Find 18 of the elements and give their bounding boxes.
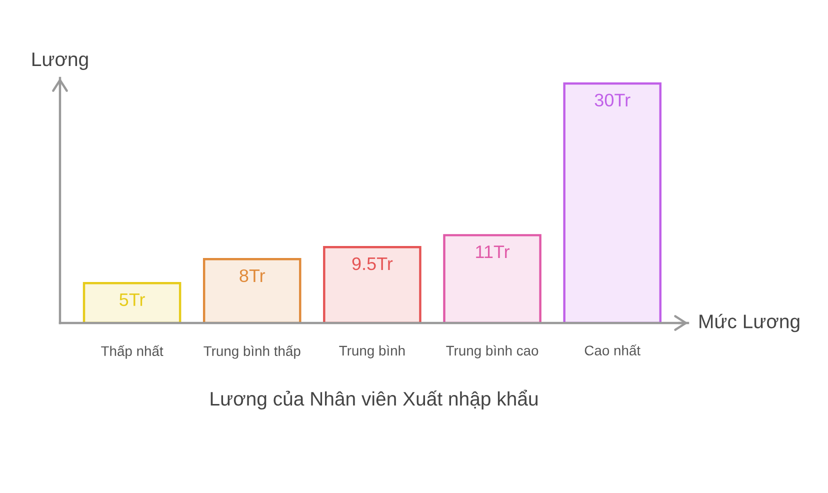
data-label: 11Tr — [476, 246, 510, 258]
data-label: 5Tr — [120, 293, 145, 306]
bar — [82, 282, 182, 323]
x-tick-label: Trung bình thấp — [204, 345, 300, 359]
data-label: 9.5Tr — [352, 257, 393, 270]
bar — [323, 246, 422, 323]
x-tick-label: Thấp nhất — [101, 345, 164, 359]
x-axis-title: Mức Lương — [700, 314, 800, 332]
x-tick-label: Trung bình — [339, 345, 405, 358]
x-tick-label: Cao nhất — [584, 344, 640, 356]
data-label: 8Tr — [240, 269, 266, 282]
x-tick-label: Trung bình cao — [446, 345, 538, 358]
bar — [202, 258, 302, 323]
bar — [563, 82, 662, 323]
data-label: 30Tr — [594, 94, 630, 106]
text: Lương của Nhân viên Xuất nhập khẩu — [210, 390, 538, 410]
y-axis-title: Lương — [32, 52, 88, 70]
bar — [443, 234, 542, 323]
